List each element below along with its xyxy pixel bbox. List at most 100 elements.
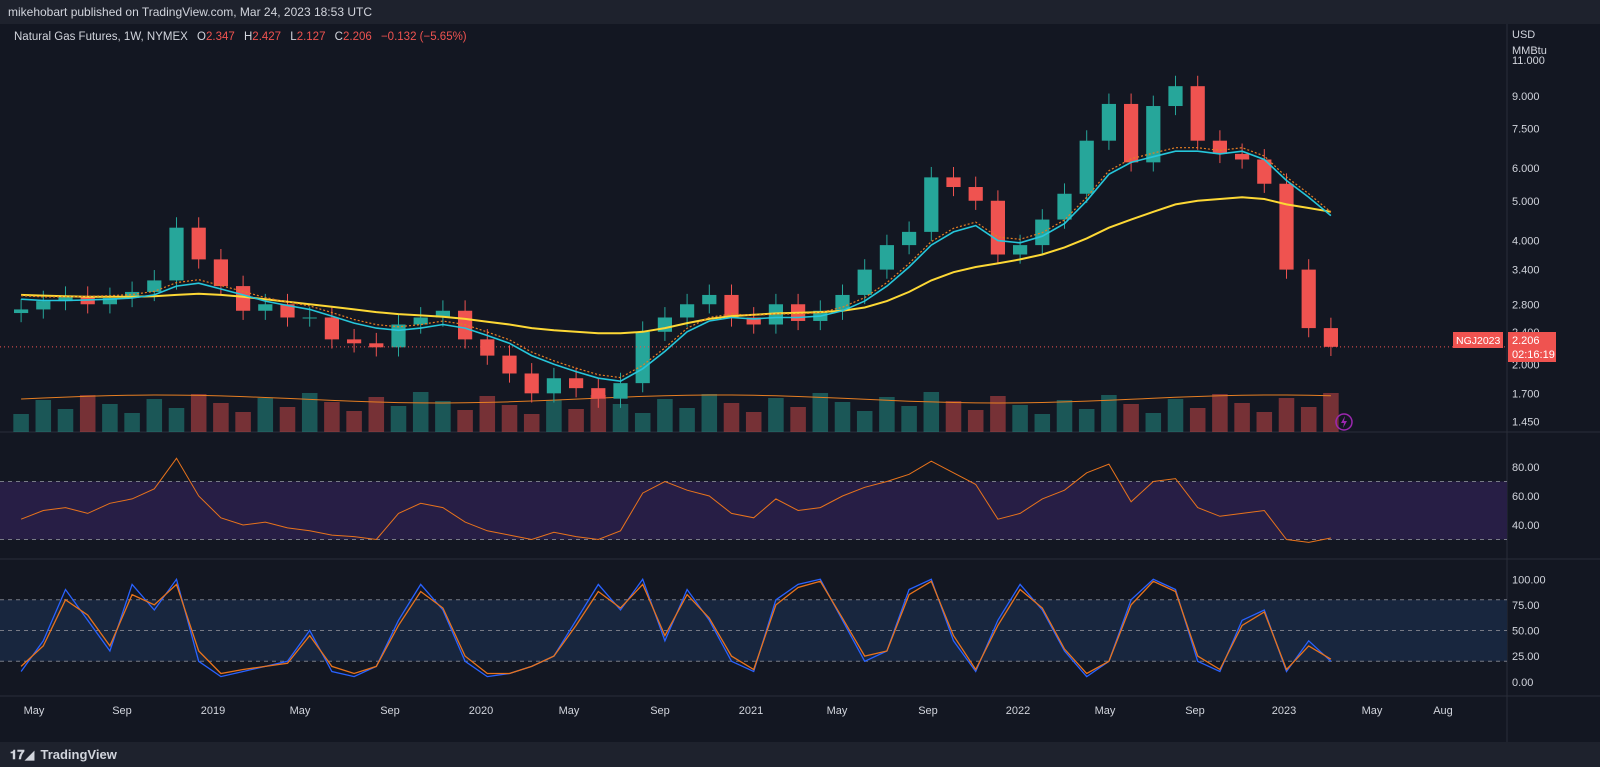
legend-line: Natural Gas Futures, 1W, NYMEX O2.347 H2… [14, 31, 467, 43]
volume-bar [967, 410, 984, 432]
price-tick-label: 1.450 [1512, 417, 1540, 429]
ma-slow-line [21, 196, 1332, 335]
volume-bar [923, 392, 940, 432]
candle-body [546, 378, 562, 394]
volume-bar [812, 393, 829, 432]
candle-body [1323, 328, 1339, 347]
stoch-tick-label: 50.00 [1512, 626, 1540, 638]
candle-body [369, 343, 384, 348]
candle-body [990, 200, 1006, 255]
price-tick-label: 2.800 [1512, 299, 1540, 311]
time-tick-label: May [290, 705, 311, 717]
time-tick-label: Aug [1433, 705, 1453, 717]
candle-body [524, 373, 539, 394]
time-tick-label: Sep [918, 705, 938, 717]
volume-bar [368, 397, 385, 432]
moving-averages [21, 147, 1332, 383]
candle-body [258, 304, 273, 311]
candle-body [169, 227, 184, 281]
rsi-path [20, 457, 1331, 543]
volume-bar [435, 401, 451, 432]
candle-body [679, 304, 695, 318]
candle-body [879, 245, 895, 270]
footer-brand[interactable]: TradingView [40, 747, 117, 762]
candle-body [968, 187, 983, 201]
rsi-tick-label: 40.00 [1512, 520, 1540, 532]
stoch-tick-label: 25.00 [1512, 651, 1540, 663]
price-tick-label: 6.000 [1512, 163, 1540, 175]
volume-bar [1101, 395, 1117, 432]
volume-bar [723, 403, 740, 432]
candle-body [924, 177, 939, 232]
candle-body [1301, 269, 1316, 329]
candle-body [835, 294, 850, 311]
candle-body [213, 259, 229, 287]
publisher-header: mikehobart published on TradingView.com,… [0, 0, 1600, 24]
candle-body [1146, 106, 1161, 163]
candle-body [191, 227, 206, 260]
currency-label: USD [1512, 29, 1535, 41]
publisher-text: mikehobart published on TradingView.com,… [8, 5, 372, 19]
volume-bar [1234, 403, 1250, 432]
lightning-icon[interactable] [1335, 413, 1353, 431]
chart-area[interactable]: 11.000 9.000 7.500 6.000 5.000 4.000 3.400 2.80… [0, 24, 1600, 742]
candle-body [58, 296, 73, 302]
legend-close: 2.206 [343, 31, 372, 43]
volume-bar [945, 401, 962, 432]
candle-body [1057, 193, 1072, 220]
time-tick-label: Sep [1185, 705, 1205, 717]
ma-fast-line [21, 150, 1332, 383]
candle-body [1212, 140, 1228, 154]
volume-bar [1078, 409, 1095, 432]
stoch-tick-label: 0.00 [1512, 677, 1533, 689]
volume-bar [1145, 413, 1162, 432]
candle-body [480, 339, 495, 356]
candle-body [391, 324, 406, 348]
volume-bar [279, 407, 296, 432]
volume-bar [1323, 393, 1339, 432]
volume-bar [834, 402, 851, 432]
price-tick-label: 2.000 [1512, 359, 1540, 371]
candle-body [1234, 153, 1250, 160]
price-tick-label: 9.000 [1512, 91, 1540, 103]
volume-bar [590, 395, 607, 432]
stoch-d-path [20, 580, 1332, 675]
volume-bar [257, 398, 274, 432]
legend-open-label: O [197, 31, 206, 43]
price-tag-symbol-box [1453, 332, 1503, 348]
volume-bar [901, 406, 917, 432]
candle-body [591, 388, 606, 399]
volume-bar [745, 412, 762, 432]
volume-bar [1056, 400, 1073, 432]
volume-bar [390, 406, 407, 432]
tradingview-logo-icon[interactable]: 𝟏𝟕◢ [10, 747, 35, 762]
candle-body [635, 331, 650, 384]
legend-change: −0.132 (−5.65%) [381, 31, 467, 43]
price-tick-label: 11.000 [1512, 55, 1545, 67]
price-tick-label: 4.000 [1512, 236, 1540, 248]
volume-bar [612, 404, 629, 432]
volume-bar [856, 411, 873, 432]
volume-ma-line [21, 394, 1331, 404]
time-tick-label: May [24, 705, 45, 717]
volume-bar [568, 409, 584, 432]
candle-body [13, 309, 29, 314]
volume-bar [1300, 407, 1317, 432]
volume-bar [412, 392, 429, 432]
candle-body [746, 317, 761, 325]
time-tick-label: 2021 [739, 705, 763, 717]
stoch-band [0, 599, 1507, 662]
time-tick-label: 2020 [469, 705, 493, 717]
price-tick-label: 7.500 [1512, 123, 1540, 135]
candle-body [857, 269, 872, 295]
volume-bar [1123, 404, 1139, 432]
candle-body [1257, 159, 1272, 184]
volume-bar [523, 414, 540, 432]
volume-bar [1167, 399, 1184, 432]
rsi-line [20, 457, 1331, 543]
legend-close-label: C [335, 31, 343, 43]
price-tag-countdown: 02:16:19 [1512, 349, 1555, 361]
volume-bar [324, 402, 340, 432]
candle-body [124, 291, 140, 298]
volume-bar [1012, 405, 1028, 432]
